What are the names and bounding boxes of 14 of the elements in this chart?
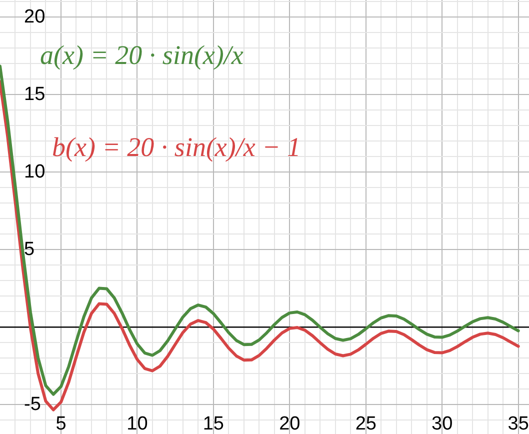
y-tick-label: 5 (24, 238, 35, 260)
x-tick-label: 10 (126, 414, 148, 434)
y-tick-label: 15 (24, 84, 46, 105)
x-tick-label: 5 (56, 414, 66, 434)
x-tick-label: 30 (432, 414, 453, 434)
x-tick-label: 35 (508, 414, 529, 434)
x-tick-label: 20 (279, 414, 300, 434)
x-tick-label: 15 (202, 414, 224, 434)
y-tick-label: 20 (24, 6, 46, 28)
y-tick-label: -5 (24, 394, 41, 415)
x-tick-label: 25 (355, 414, 376, 434)
y-tick-label: 10 (24, 161, 46, 182)
annotation: a(x) = 20 · sin(x)/x (40, 40, 244, 71)
annotation: b(x) = 20 · sin(x)/x − 1 (52, 132, 301, 163)
